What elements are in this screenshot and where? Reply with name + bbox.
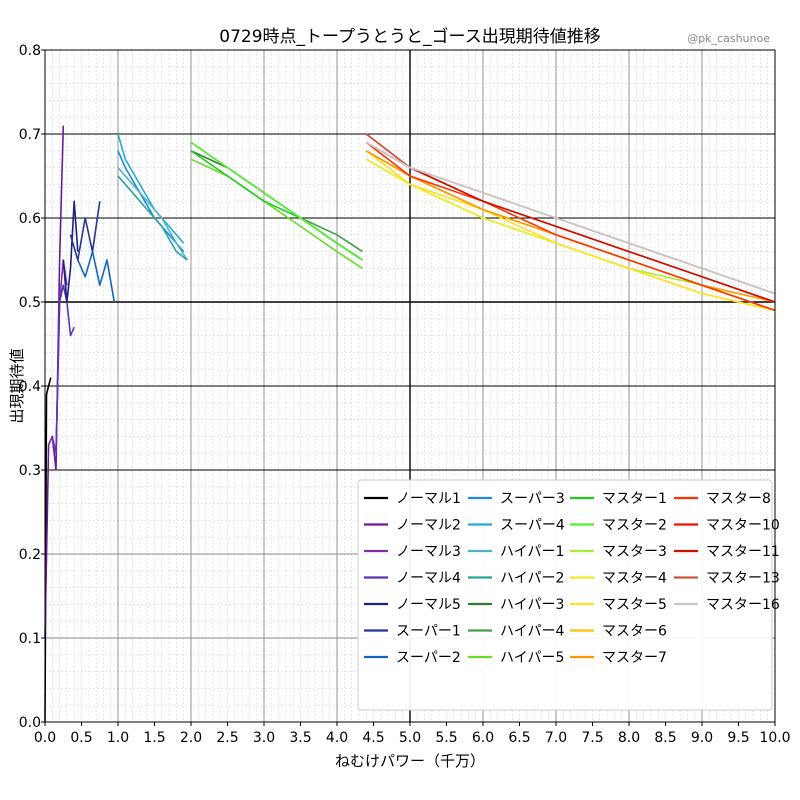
legend-label: スーパー2 — [396, 650, 461, 666]
series-line — [55, 284, 75, 454]
legend-label: ハイパー3 — [500, 597, 564, 613]
legend-label: マスター16 — [706, 597, 780, 613]
legend-label: ハイパー5 — [500, 650, 564, 666]
y-tick-label: 0.4 — [19, 379, 41, 395]
x-tick-label: 8.5 — [654, 730, 676, 746]
legend-label: マスター10 — [706, 518, 780, 534]
legend-label: マスター6 — [602, 624, 667, 640]
chart-title: 0729時点_トープうとうと_ゴース出現期待値推移 — [219, 26, 600, 47]
y-tick-label: 0.1 — [19, 631, 41, 647]
series-line — [117, 133, 185, 244]
y-tick-label: 0.8 — [19, 43, 41, 59]
legend: ノーマル1 ノーマル2 ノーマル3 ノーマル4 ノーマル5 スーパー1 スーパー2 スーパー3… — [357, 479, 780, 711]
y-tick-label: 0.5 — [19, 295, 41, 311]
legend-label: マスター4 — [602, 571, 667, 587]
x-axis-label: ねむけパワー（千万） — [335, 752, 485, 770]
y-tick-label: 0.3 — [19, 463, 41, 479]
series-line — [365, 150, 776, 312]
x-tick-label: 2.0 — [180, 730, 202, 746]
x-tick-label: 1.0 — [107, 730, 129, 746]
legend-label: マスター1 — [602, 491, 667, 507]
series-line — [117, 175, 188, 261]
legend-label: ハイパー4 — [500, 624, 564, 640]
series-line — [117, 150, 185, 253]
legend-label: マスター8 — [706, 491, 771, 507]
x-tick-label: 9.5 — [727, 730, 749, 746]
series-line — [77, 250, 116, 303]
x-tick-label: 9.0 — [691, 730, 713, 746]
x-tick-label: 0.0 — [34, 730, 56, 746]
legend-label: マスター3 — [602, 544, 667, 560]
legend-label: スーパー4 — [500, 518, 565, 534]
series-line — [190, 141, 363, 261]
legend-label: ノーマル5 — [396, 597, 461, 613]
series-line — [365, 141, 776, 295]
x-tick-label: 5.5 — [435, 730, 457, 746]
legend-label: ノーマル3 — [396, 544, 461, 560]
legend-label: マスター2 — [602, 518, 667, 534]
legend-box — [357, 479, 773, 711]
x-tick-label: 3.0 — [253, 730, 275, 746]
legend-label: マスター13 — [706, 571, 780, 587]
x-tick-label: 3.5 — [289, 730, 311, 746]
chart-watermark: @pk_cashunoe — [687, 32, 770, 45]
series-line — [69, 201, 101, 261]
x-tick-label: 4.5 — [362, 730, 384, 746]
y-tick-label: 0.7 — [19, 127, 41, 143]
legend-label: ノーマル4 — [396, 571, 461, 587]
axis-ticks: 0.0 0.5 1.0 1.5 2.0 2.5 3.0 3.5 4.0 4.5 5.0 5.5 6.0 6… — [19, 43, 791, 746]
x-tick-label: 6.0 — [472, 730, 494, 746]
legend-label: ノーマル1 — [396, 491, 461, 507]
x-tick-label: 0.5 — [70, 730, 92, 746]
legend-label: マスター11 — [706, 544, 780, 560]
series-line — [190, 158, 363, 270]
series-line — [62, 200, 79, 303]
series-line — [365, 141, 776, 312]
y-tick-label: 0.0 — [19, 715, 41, 731]
x-tick-label: 4.0 — [326, 730, 348, 746]
legend-label: ハイパー1 — [500, 544, 564, 560]
y-axis-label: 出現期待値 — [8, 348, 26, 423]
legend-label: ハイパー2 — [500, 571, 564, 587]
series-layer — [44, 125, 776, 723]
legend-label: スーパー3 — [500, 491, 565, 507]
legend-label: マスター5 — [602, 597, 667, 613]
x-tick-label: 2.5 — [216, 730, 238, 746]
legend-label: ノーマル2 — [396, 518, 461, 534]
series-line — [117, 167, 188, 261]
legend-label: スーパー1 — [396, 624, 461, 640]
series-line — [44, 125, 65, 639]
y-tick-label: 0.2 — [19, 547, 41, 563]
x-tick-label: 6.5 — [508, 730, 530, 746]
x-tick-label: 1.5 — [143, 730, 165, 746]
legend-label: マスター7 — [602, 650, 667, 666]
x-tick-label: 8.0 — [618, 730, 640, 746]
x-tick-label: 7.5 — [581, 730, 603, 746]
y-tick-label: 0.6 — [19, 211, 41, 227]
x-tick-label: 10.0 — [759, 730, 790, 746]
x-tick-label: 5.0 — [399, 730, 421, 746]
x-tick-label: 7.0 — [545, 730, 567, 746]
